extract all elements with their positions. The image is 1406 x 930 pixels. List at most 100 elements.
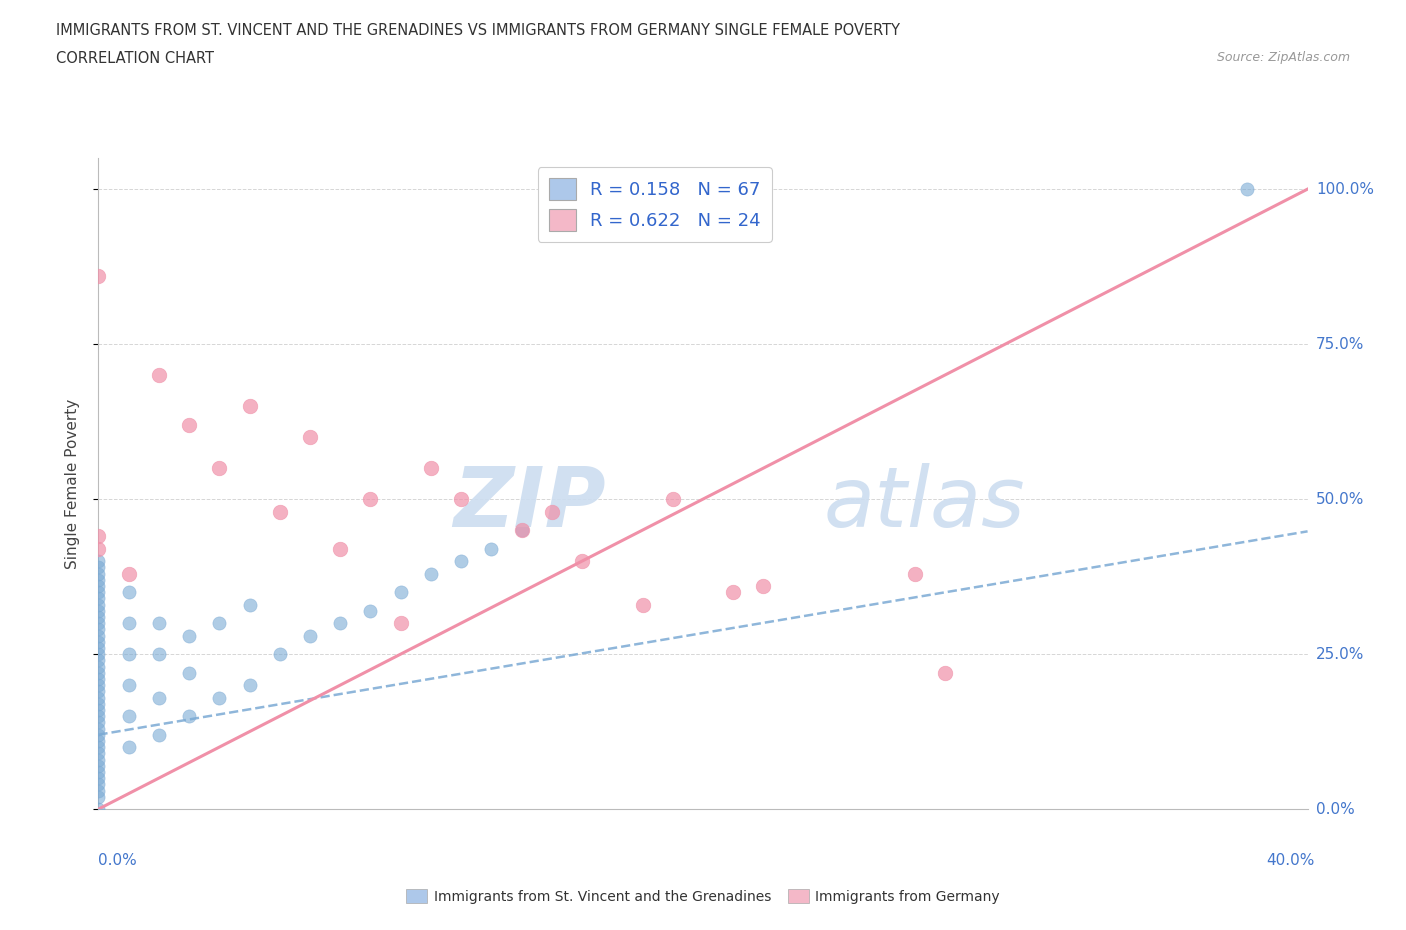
Point [118, 709, 141, 724]
Point [540, 504, 562, 519]
Point [239, 399, 262, 414]
Point [87, 585, 110, 600]
Point [510, 523, 533, 538]
Text: CORRELATION CHART: CORRELATION CHART [56, 51, 214, 66]
Point [87, 665, 110, 680]
Point [934, 665, 956, 680]
Text: 0.0%: 0.0% [1316, 802, 1354, 817]
Point [299, 628, 322, 643]
Point [329, 541, 352, 556]
Point [177, 628, 201, 643]
Point [510, 523, 533, 538]
Point [87, 641, 110, 656]
Point [87, 790, 110, 804]
Text: atlas: atlas [824, 462, 1025, 544]
Text: 75.0%: 75.0% [1316, 337, 1364, 352]
Point [87, 634, 110, 649]
Point [87, 529, 110, 544]
Point [419, 460, 441, 475]
Text: 0.0%: 0.0% [98, 853, 138, 868]
Point [87, 697, 110, 711]
Point [118, 739, 141, 754]
Point [87, 721, 110, 736]
Point [389, 585, 412, 600]
Point [87, 646, 110, 661]
Point [87, 746, 110, 761]
Point [87, 734, 110, 749]
Point [148, 690, 170, 705]
Point [269, 504, 291, 519]
Point [118, 678, 141, 693]
Point [177, 418, 201, 432]
Point [118, 616, 141, 631]
Point [118, 585, 141, 600]
Point [87, 591, 110, 605]
Point [239, 597, 262, 612]
Point [571, 553, 593, 568]
Point [87, 752, 110, 767]
Point [87, 269, 110, 284]
Point [87, 659, 110, 674]
Point [87, 609, 110, 624]
Point [87, 653, 110, 668]
Point [269, 646, 291, 661]
Point [87, 560, 110, 575]
Legend: R = 0.158   N = 67, R = 0.622   N = 24: R = 0.158 N = 67, R = 0.622 N = 24 [537, 167, 772, 242]
Text: Source: ZipAtlas.com: Source: ZipAtlas.com [1216, 51, 1350, 64]
Point [87, 604, 110, 618]
Point [87, 802, 110, 817]
Point [450, 492, 472, 507]
Text: IMMIGRANTS FROM ST. VINCENT AND THE GRENADINES VS IMMIGRANTS FROM GERMANY SINGLE: IMMIGRANTS FROM ST. VINCENT AND THE GREN… [56, 23, 900, 38]
Point [87, 566, 110, 581]
Point [721, 585, 744, 600]
Point [87, 628, 110, 643]
Point [87, 777, 110, 791]
Text: 50.0%: 50.0% [1316, 492, 1364, 507]
Point [177, 709, 201, 724]
Point [87, 616, 110, 631]
Legend: Immigrants from St. Vincent and the Grenadines, Immigrants from Germany: Immigrants from St. Vincent and the Gren… [401, 884, 1005, 910]
Point [87, 671, 110, 686]
Point [118, 566, 141, 581]
Text: ZIP: ZIP [454, 462, 606, 544]
Point [389, 616, 412, 631]
Point [208, 690, 231, 705]
Point [87, 578, 110, 593]
Point [450, 553, 472, 568]
Text: 40.0%: 40.0% [1267, 853, 1315, 868]
Point [87, 702, 110, 717]
Point [208, 460, 231, 475]
Point [87, 597, 110, 612]
Point [87, 622, 110, 637]
Point [87, 553, 110, 568]
Point [87, 541, 110, 556]
Point [87, 572, 110, 587]
Point [299, 430, 322, 445]
Point [87, 715, 110, 730]
Point [87, 690, 110, 705]
Point [1236, 181, 1258, 196]
Point [419, 566, 441, 581]
Point [87, 678, 110, 693]
Point [148, 646, 170, 661]
Point [87, 709, 110, 724]
Text: 25.0%: 25.0% [1316, 646, 1364, 661]
Point [148, 727, 170, 742]
Point [481, 541, 503, 556]
Point [239, 678, 262, 693]
Point [177, 665, 201, 680]
Point [87, 764, 110, 779]
Text: 100.0%: 100.0% [1316, 181, 1374, 196]
Point [148, 367, 170, 382]
Point [360, 604, 382, 618]
Point [360, 492, 382, 507]
Point [87, 758, 110, 773]
Point [87, 771, 110, 786]
Point [904, 566, 927, 581]
Point [87, 739, 110, 754]
Point [87, 783, 110, 798]
Point [661, 492, 683, 507]
Y-axis label: Single Female Poverty: Single Female Poverty [65, 398, 80, 569]
Point [87, 727, 110, 742]
Point [208, 616, 231, 631]
